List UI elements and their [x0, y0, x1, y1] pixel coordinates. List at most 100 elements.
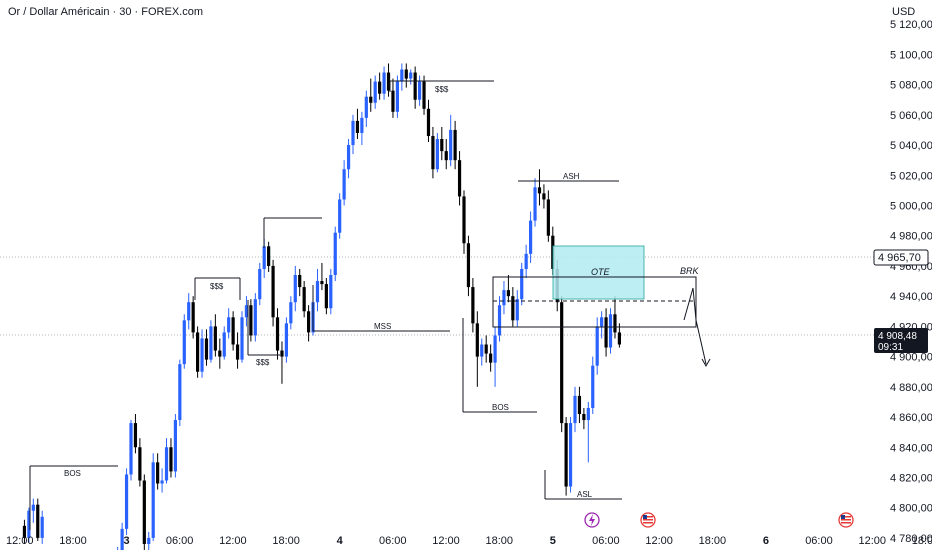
candle-body	[320, 281, 324, 285]
candle-body	[529, 220, 533, 254]
sss-1-label: $$$	[210, 282, 224, 291]
x-tick-label: 18:00	[272, 535, 300, 547]
chart-title: Or / Dollar Américain · 30 · FOREX.com	[8, 6, 203, 18]
x-tick-label: 18:00	[59, 535, 87, 547]
candle-body	[471, 287, 475, 324]
candle-body	[346, 145, 351, 170]
candle-body	[577, 395, 582, 415]
candle-body	[600, 317, 604, 327]
x-tick-label: 5	[550, 535, 556, 547]
candle-body	[156, 462, 160, 484]
candle-body	[40, 516, 44, 538]
candle-body	[204, 338, 209, 360]
candle-body	[378, 81, 382, 94]
candle-series	[22, 63, 621, 550]
x-tick-label: 06:00	[379, 535, 407, 547]
price-label-current-text: 4 908,48	[878, 331, 917, 342]
candle-body	[595, 326, 599, 366]
candle-body	[120, 528, 124, 550]
currency-label: USD	[892, 6, 915, 18]
candle-body	[493, 335, 497, 363]
candle-body	[360, 117, 364, 133]
price-axis[interactable]: 5 120,00 5 100,00 5 080,00 5 060,00 5 040,00…	[890, 19, 932, 545]
candle-body	[582, 414, 586, 421]
candle-body	[426, 108, 431, 136]
candle-body	[560, 302, 564, 424]
candle-body	[382, 72, 386, 94]
candle-body	[169, 447, 173, 472]
candle-body	[369, 96, 373, 103]
x-tick-label: 12:00	[645, 535, 673, 547]
candle-body	[253, 299, 257, 336]
chart-drawings: BOS $$$ $$$ $$$ MSS BOS ASH ASL	[29, 80, 711, 530]
candle-body	[271, 265, 275, 318]
candle-body	[537, 187, 542, 194]
candle-body	[449, 129, 453, 161]
candle-body	[484, 344, 488, 354]
candle-body	[604, 317, 608, 348]
candle-body	[440, 139, 444, 152]
us-flag-icon[interactable]	[640, 512, 656, 528]
candle-body	[164, 447, 169, 481]
candle-body	[373, 81, 377, 103]
y-tick-label: 5 000,00	[890, 200, 932, 212]
candle-body	[542, 193, 546, 200]
us-flag-icon[interactable]	[838, 512, 854, 528]
y-tick-label: 4 880,00	[890, 382, 932, 394]
candle-body	[351, 120, 355, 146]
asl-label: ASL	[577, 490, 593, 499]
candle-body	[191, 302, 195, 333]
candle-body	[160, 480, 164, 484]
candle-body	[329, 275, 333, 309]
ote-zone[interactable]	[552, 245, 645, 300]
y-tick-label: 5 040,00	[890, 140, 932, 152]
candle-body	[364, 96, 368, 118]
sss-2-label: $$$	[256, 358, 270, 367]
candle-body	[395, 81, 399, 112]
range-box	[492, 276, 697, 328]
x-tick-label: 12:00	[858, 535, 886, 547]
projection-arrowhead	[701, 358, 711, 368]
candle-body	[178, 364, 182, 421]
bos-left-label: BOS	[64, 469, 81, 478]
sss-top-label: $$$	[435, 85, 449, 94]
ote-label: OTE	[591, 267, 610, 277]
x-tick-label: 6	[763, 535, 769, 547]
candle-body	[418, 81, 422, 100]
candle-body	[520, 268, 524, 300]
time-axis[interactable]: 12:00 18:00 3 06:00 12:00 18:00 4 06:00 12:00 18:…	[6, 535, 932, 547]
candle-body	[608, 314, 613, 348]
candle-body	[515, 299, 519, 321]
candle-body	[613, 314, 617, 333]
y-tick-label: 4 840,00	[890, 442, 932, 454]
y-tick-label: 4 820,00	[890, 472, 932, 484]
candle-body	[218, 350, 222, 357]
candle-body	[302, 287, 306, 312]
y-tick-label: 5 120,00	[890, 19, 932, 31]
candle-body	[568, 423, 573, 487]
x-tick-label: 4	[337, 535, 344, 547]
candle-body	[284, 323, 288, 357]
candle-body	[475, 323, 479, 357]
event-flash-icon[interactable]	[584, 512, 600, 528]
candle-body	[213, 326, 217, 351]
candle-body	[262, 246, 266, 269]
y-tick-label: 4 940,00	[890, 291, 932, 303]
candle-body	[275, 317, 280, 351]
candle-body	[36, 504, 40, 538]
y-tick-label: 5 080,00	[890, 80, 932, 92]
candle-body	[222, 332, 226, 357]
y-tick-label: 4 900,00	[890, 352, 932, 364]
candle-body	[386, 72, 391, 91]
candle-body	[453, 129, 457, 161]
candle-body	[391, 90, 395, 112]
candle-body	[138, 447, 142, 481]
x-tick-label: 18:00	[486, 535, 514, 547]
y-tick-label: 5 020,00	[890, 170, 932, 182]
y-tick-label: 4 780,00	[890, 533, 932, 545]
candle-body	[524, 253, 528, 269]
candle-body	[333, 232, 337, 275]
candle-body	[435, 139, 439, 170]
candle-body	[267, 246, 271, 266]
